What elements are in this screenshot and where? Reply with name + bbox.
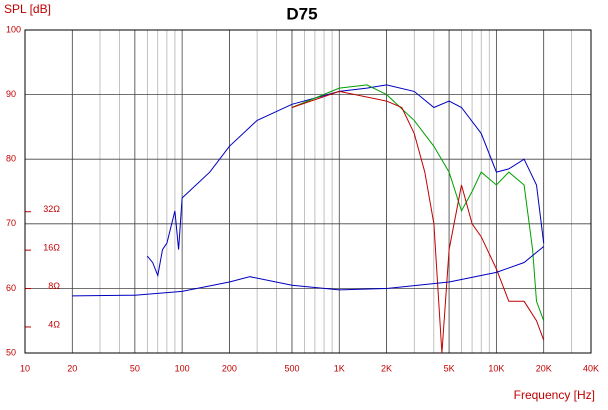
- x-tick-label: 40K: [583, 363, 599, 373]
- x-axis-label: Frequency [Hz]: [514, 388, 595, 402]
- y2-tick-label: 4Ω: [48, 319, 60, 329]
- y-tick-label: 80: [6, 154, 16, 164]
- y-tick-label: 100: [6, 24, 21, 34]
- x-tick-label: 2K: [381, 363, 392, 373]
- x-tick-label: 20K: [536, 363, 552, 373]
- y-tick-label: 90: [6, 89, 16, 99]
- x-tick-label: 200: [222, 363, 237, 373]
- series-line: [146, 84, 545, 278]
- y-tick-label: 60: [6, 283, 16, 293]
- x-tick-label: 20: [67, 363, 77, 373]
- y-tick-label: 70: [6, 218, 16, 228]
- y-axis-label: SPL [dB]: [4, 2, 51, 16]
- x-tick-label: 500: [284, 363, 299, 373]
- y2-tick-label: 16Ω: [43, 243, 60, 253]
- x-tick-label: 5K: [444, 363, 455, 373]
- y-tick-label: 50: [6, 347, 16, 357]
- plot-border: [24, 29, 592, 354]
- x-tick-label: 10K: [488, 363, 504, 373]
- chart-title: D75: [286, 4, 317, 23]
- series-line: [72, 246, 545, 297]
- series-line: [291, 84, 545, 321]
- x-tick-label: 100: [175, 363, 190, 373]
- y2-tick-label: 8Ω: [48, 281, 60, 291]
- y2-tick-label: 32Ω: [43, 204, 60, 214]
- x-tick-label: 1K: [334, 363, 345, 373]
- x-tick-label: 10: [20, 363, 30, 373]
- series-line: [291, 90, 545, 354]
- x-tick-label: 50: [130, 363, 140, 373]
